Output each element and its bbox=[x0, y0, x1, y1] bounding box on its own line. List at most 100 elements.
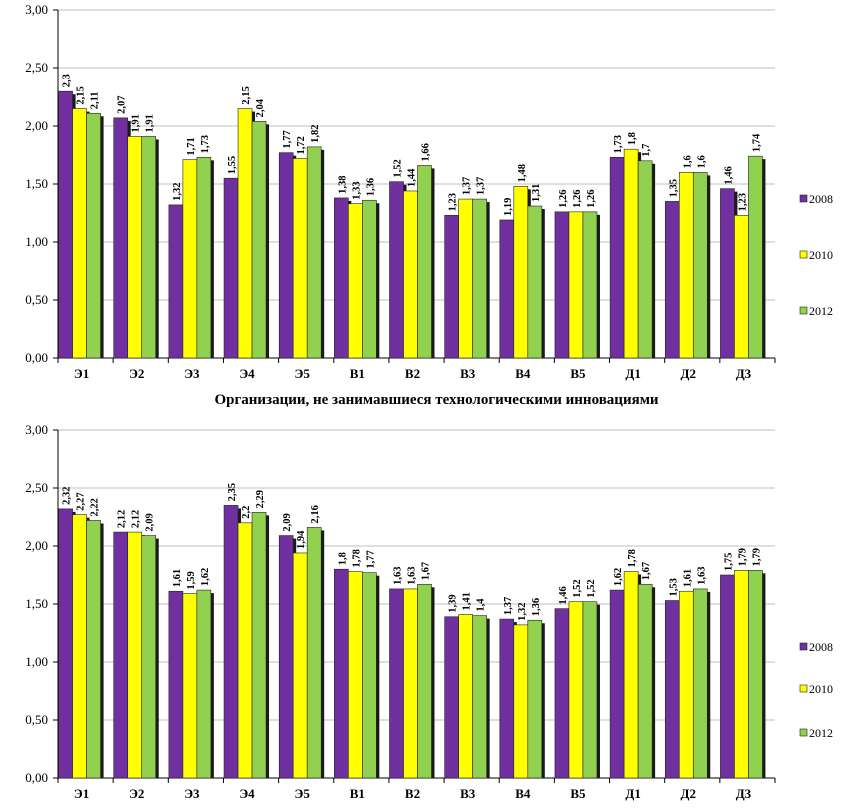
data-label: 2,15 bbox=[241, 86, 252, 104]
bar-2012 bbox=[196, 589, 212, 779]
data-label: 1,59 bbox=[186, 571, 197, 589]
x-tick-label: Э5 bbox=[295, 786, 311, 801]
data-label: 1,19 bbox=[503, 198, 514, 216]
bar-2010 bbox=[348, 571, 363, 779]
bar-2012 bbox=[527, 205, 543, 359]
legend-label-2012: 2012 bbox=[809, 726, 833, 740]
bar-2008 bbox=[499, 219, 515, 359]
x-tick-label: В3 bbox=[460, 366, 476, 381]
legend-swatch-2012 bbox=[799, 728, 808, 737]
bar-2008 bbox=[554, 608, 570, 779]
data-label: 1,67 bbox=[421, 562, 432, 580]
chart-title: Организации, не занимавшиеся технологиче… bbox=[214, 392, 658, 408]
x-tick-label: В2 bbox=[405, 786, 420, 801]
x-tick-label: Д3 bbox=[736, 366, 752, 381]
bar-2010 bbox=[734, 215, 749, 359]
data-label: 2,2 bbox=[241, 506, 252, 519]
legend-swatch-2010 bbox=[799, 684, 808, 693]
data-label: 1,78 bbox=[627, 549, 638, 567]
bar-2010 bbox=[458, 198, 473, 359]
bar-2008 bbox=[58, 508, 73, 779]
bar-2008 bbox=[720, 188, 735, 359]
bar-2010 bbox=[403, 190, 418, 359]
data-label: 1,91 bbox=[131, 114, 142, 132]
data-label: 1,23 bbox=[448, 193, 459, 211]
data-label: 2,32 bbox=[62, 487, 73, 505]
data-label: 1,72 bbox=[296, 136, 307, 154]
bar-2008 bbox=[334, 568, 349, 779]
bar-2008 bbox=[609, 157, 625, 359]
x-tick-label: В2 bbox=[405, 366, 420, 381]
data-label: 1,39 bbox=[448, 594, 459, 612]
data-label: 2,09 bbox=[282, 513, 293, 531]
data-label: 1,52 bbox=[393, 159, 404, 177]
bar-2010 bbox=[568, 211, 584, 359]
bar-2012 bbox=[417, 583, 432, 779]
data-label: 2,07 bbox=[117, 96, 128, 114]
x-tick-label: В4 bbox=[515, 786, 531, 801]
data-label: 1,33 bbox=[351, 181, 362, 199]
data-label: 1,36 bbox=[365, 178, 376, 196]
x-tick-label: Э2 bbox=[129, 786, 144, 801]
bar-2012 bbox=[196, 157, 212, 359]
bar-2008 bbox=[278, 535, 294, 779]
data-label: 1,37 bbox=[462, 177, 473, 195]
data-label: 1,7 bbox=[641, 144, 652, 157]
data-label: 1,46 bbox=[558, 586, 569, 604]
data-label: 1,79 bbox=[737, 548, 748, 566]
bar-2012 bbox=[306, 527, 322, 779]
data-label: 1,94 bbox=[296, 530, 307, 549]
bar-2012 bbox=[748, 155, 763, 359]
bar-2008 bbox=[664, 600, 680, 779]
bar-2008 bbox=[223, 505, 239, 779]
x-tick-label: Э2 bbox=[129, 366, 144, 381]
data-label: 1,73 bbox=[200, 135, 211, 153]
data-label: 1,71 bbox=[186, 137, 197, 155]
legend-label-2012: 2012 bbox=[809, 304, 833, 318]
y-tick-label: 2,00 bbox=[25, 538, 48, 553]
bar-2010 bbox=[458, 614, 473, 779]
bar-2012 bbox=[692, 172, 708, 359]
legend-label-2008: 2008 bbox=[809, 192, 833, 206]
data-label: 1,63 bbox=[393, 567, 404, 585]
bar-2008 bbox=[223, 177, 239, 359]
x-tick-label: Э4 bbox=[239, 366, 255, 381]
bar-2008 bbox=[58, 90, 73, 359]
data-label: 1,73 bbox=[613, 135, 624, 153]
y-tick-label: 3,00 bbox=[25, 2, 48, 17]
data-label: 1,38 bbox=[337, 176, 348, 194]
data-label: 1,37 bbox=[503, 597, 514, 615]
bar-2012 bbox=[86, 112, 101, 359]
bar-2010 bbox=[127, 136, 143, 359]
y-tick-label: 2,50 bbox=[25, 60, 48, 75]
x-tick-label: Д2 bbox=[681, 366, 696, 381]
y-tick-label: 1,00 bbox=[25, 234, 48, 249]
bar-2008 bbox=[113, 531, 129, 779]
bar-2012 bbox=[86, 520, 101, 779]
data-label: 2,09 bbox=[145, 513, 156, 531]
data-label: 1,41 bbox=[462, 592, 473, 610]
data-label: 1,53 bbox=[668, 578, 679, 596]
bar-2010 bbox=[513, 186, 529, 359]
legend-swatch-2010 bbox=[799, 250, 808, 259]
bar-2012 bbox=[362, 199, 377, 359]
y-tick-label: 0,50 bbox=[25, 292, 48, 307]
data-label: 2,3 bbox=[62, 74, 73, 87]
data-label: 2,04 bbox=[255, 98, 266, 117]
data-label: 1,66 bbox=[421, 143, 432, 161]
bar-2010 bbox=[623, 148, 639, 359]
bar-2008 bbox=[389, 588, 404, 779]
bar-2012 bbox=[692, 588, 708, 779]
x-tick-label: Д1 bbox=[625, 366, 640, 381]
bar-2010 bbox=[292, 158, 308, 359]
bar-2010 bbox=[72, 108, 87, 359]
data-label: 1,63 bbox=[696, 567, 707, 585]
bar-2012 bbox=[251, 512, 267, 779]
bar-2012 bbox=[582, 211, 598, 359]
data-label: 1,62 bbox=[613, 568, 624, 586]
bar-2008 bbox=[113, 117, 129, 359]
bar-2010 bbox=[182, 159, 198, 359]
x-tick-label: В1 bbox=[350, 786, 365, 801]
x-tick-label: Д3 bbox=[736, 786, 752, 801]
